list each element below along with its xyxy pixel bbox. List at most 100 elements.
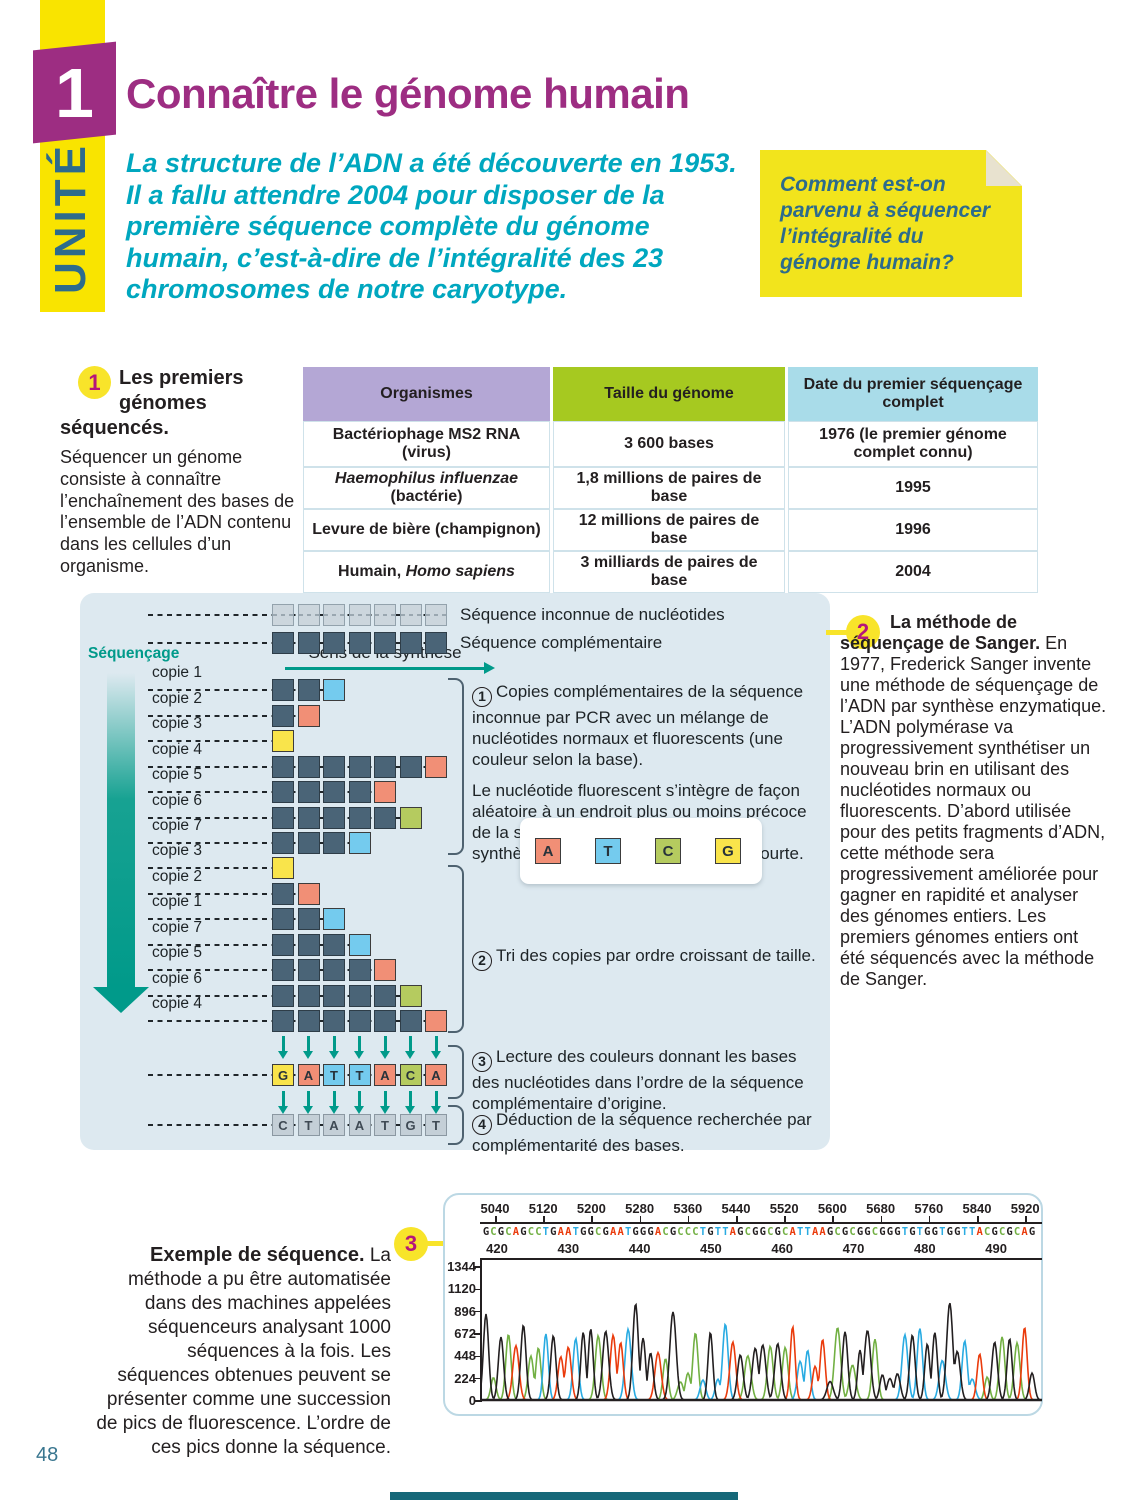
top-axis-tick-icon bbox=[495, 1216, 497, 1222]
sequence-base-letter: C bbox=[595, 1226, 602, 1238]
header-date: Date du premier séquençage complet bbox=[788, 367, 1038, 421]
organism-cell: Levure de bière (champignon) bbox=[303, 509, 550, 551]
top-axis-tick-icon bbox=[736, 1216, 738, 1222]
position-tick-label: 490 bbox=[985, 1241, 1007, 1256]
sequence-base-letter: G bbox=[1006, 1226, 1013, 1238]
unknown-nucleotide-square bbox=[374, 604, 396, 626]
dark-nucleotide-square bbox=[323, 933, 345, 956]
copy-row: copie 5 bbox=[80, 766, 830, 803]
sequence-base-letter: G bbox=[1028, 1226, 1036, 1238]
sequence-base-letter: G bbox=[864, 1226, 871, 1238]
dark-nucleotide-square bbox=[374, 984, 396, 1007]
copy-row: copie 5 bbox=[80, 944, 830, 981]
sequence-base-letter: C bbox=[527, 1226, 535, 1238]
dark-nucleotide-square bbox=[297, 984, 320, 1007]
sequence-base-letter: G bbox=[580, 1226, 587, 1238]
unknown-nucleotide-square bbox=[425, 604, 447, 626]
synthesis-direction-arrow-icon bbox=[285, 662, 495, 674]
copy-row: copie 4 bbox=[80, 741, 830, 778]
top-axis-tick-label: 5200 bbox=[576, 1201, 606, 1216]
sequence-base-letter: G bbox=[550, 1226, 557, 1238]
sequencing-arrow-icon bbox=[107, 673, 135, 989]
copy-label: copie 1 bbox=[152, 664, 202, 681]
bracket-group-2 bbox=[448, 865, 464, 1033]
page-title: Connaître le génome humain bbox=[126, 70, 690, 117]
top-axis-tick-icon bbox=[1025, 1216, 1027, 1222]
copy-row: copie 4 bbox=[80, 995, 830, 1032]
top-axis-tick-label: 5680 bbox=[866, 1201, 896, 1216]
copy-label: copie 2 bbox=[152, 689, 202, 707]
sequence-base-letter: T bbox=[699, 1226, 707, 1238]
unit-number-badge: 1 bbox=[33, 41, 116, 144]
top-axis-tick-icon bbox=[928, 1216, 931, 1222]
y-axis-tick-label: 1344 bbox=[447, 1259, 476, 1274]
top-axis-tick-label: 5600 bbox=[817, 1201, 847, 1216]
section-2-text-spacer bbox=[840, 612, 890, 630]
top-axis-tick-icon bbox=[832, 1216, 834, 1222]
dark-nucleotide-square bbox=[297, 632, 320, 654]
dark-nucleotide-square bbox=[297, 679, 320, 701]
section-2: La méthode de séquençage de Sanger. En 1… bbox=[840, 612, 1108, 990]
copy-row: copie 3 bbox=[80, 715, 830, 752]
sequence-base-letter: T bbox=[722, 1226, 729, 1238]
top-axis-tick-icon bbox=[687, 1216, 690, 1222]
unknown-nucleotide-square bbox=[348, 604, 371, 626]
top-axis-tick-label: 5840 bbox=[962, 1201, 992, 1216]
sequence-base-letter: G bbox=[639, 1226, 647, 1238]
unknown-nucleotide-square bbox=[297, 604, 320, 626]
sequence-base-letter: A bbox=[811, 1226, 819, 1238]
copy-label: copie 4 bbox=[152, 740, 202, 758]
read-base-square: G bbox=[272, 1064, 294, 1086]
sequence-base-letter: C bbox=[998, 1226, 1006, 1238]
table-row: Haemophilus influenzae (bactérie) 1,8 mil… bbox=[303, 467, 1038, 509]
diagram-step-2: 2 Tri des copies par ordre croissant de t… bbox=[472, 945, 826, 971]
sequence-base-letter: G bbox=[954, 1226, 961, 1238]
position-tick-label: 430 bbox=[557, 1241, 580, 1256]
sequence-base-letter: C bbox=[767, 1226, 774, 1238]
chromatogram-y-axis bbox=[480, 1258, 482, 1402]
fluorescent-nucleotide-square bbox=[297, 704, 320, 727]
legend-base-square: G bbox=[715, 838, 741, 864]
sequence-dashed-line bbox=[148, 842, 371, 844]
sequence-base-letter: G bbox=[587, 1226, 594, 1238]
dark-nucleotide-square bbox=[374, 632, 396, 654]
copy-row: copie 7 bbox=[80, 817, 830, 854]
dark-nucleotide-square bbox=[323, 832, 345, 854]
top-axis-tick-label: 5120 bbox=[528, 1201, 558, 1216]
dark-nucleotide-square bbox=[272, 882, 294, 905]
sequence-base-letter: T bbox=[901, 1226, 909, 1238]
sequence-dashed-line bbox=[148, 867, 294, 869]
dark-nucleotide-square bbox=[323, 1010, 345, 1032]
y-axis-tick-icon bbox=[474, 1377, 480, 1380]
chromatogram-top-axis bbox=[480, 1222, 1042, 1224]
sequence-base-letter: T bbox=[796, 1226, 804, 1238]
fluorescent-nucleotide-square bbox=[374, 959, 396, 981]
step-2-number-icon: 2 bbox=[472, 950, 492, 971]
copy-row: copie 2 bbox=[80, 868, 830, 905]
sequence-base-letter: G bbox=[909, 1226, 916, 1238]
section-3-heading: Exemple de séquence. bbox=[150, 1244, 365, 1266]
dark-nucleotide-square bbox=[374, 1010, 396, 1032]
position-tick-label: 420 bbox=[486, 1241, 508, 1256]
copy-label: copie 5 bbox=[152, 944, 202, 961]
down-arrow-icon bbox=[277, 1036, 288, 1059]
sequence-base-letter: A bbox=[729, 1226, 736, 1238]
copy-label: copie 7 bbox=[152, 817, 202, 834]
down-arrow-icon bbox=[328, 1091, 339, 1114]
top-axis-tick-label: 5440 bbox=[721, 1201, 751, 1216]
down-arrow-icon bbox=[379, 1091, 390, 1114]
dark-nucleotide-square bbox=[374, 806, 396, 829]
sequence-base-letter: T bbox=[714, 1226, 722, 1238]
dark-nucleotide-square bbox=[272, 704, 294, 727]
sequence-base-letter: A bbox=[654, 1226, 662, 1238]
sequence-base-letter: A bbox=[1021, 1226, 1028, 1238]
sequence-base-letter: C bbox=[677, 1226, 684, 1238]
dark-nucleotide-square bbox=[348, 755, 371, 778]
sequence-dashed-line bbox=[148, 892, 320, 895]
copy-row: copie 2 bbox=[80, 690, 830, 727]
copy-label: copie 6 bbox=[152, 791, 202, 809]
sequence-base-letter: C bbox=[692, 1226, 699, 1238]
copy-row: copie 1 bbox=[80, 664, 830, 701]
genome-size-cell: 12 millions de paires de base bbox=[553, 509, 785, 551]
section-3-connector-line bbox=[424, 1241, 446, 1246]
